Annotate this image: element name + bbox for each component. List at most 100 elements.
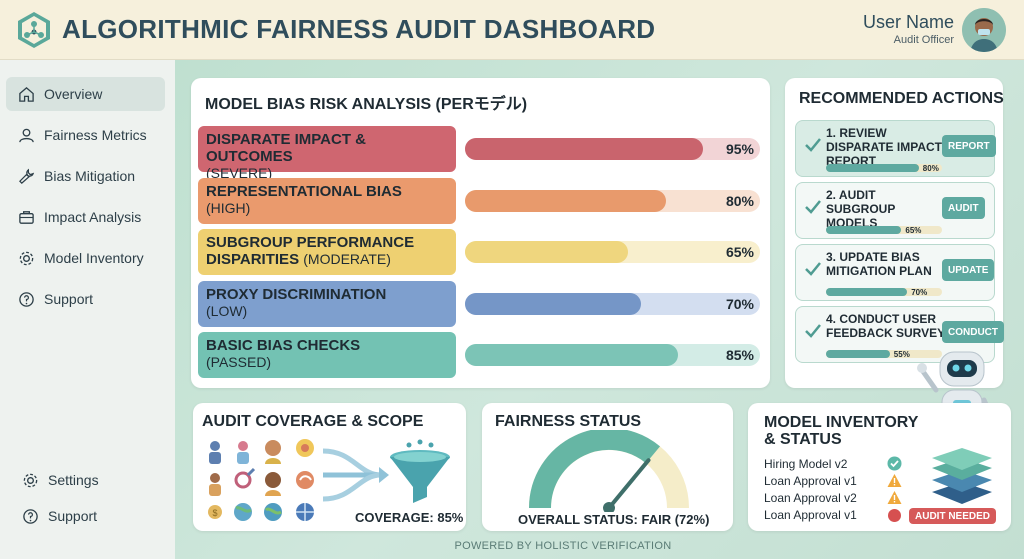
gauge-fill-arc — [529, 430, 661, 509]
risk-percent: 80% — [725, 193, 754, 209]
sidebar-item-support-bottom[interactable]: Support — [10, 499, 169, 533]
help-icon — [23, 508, 38, 524]
risk-bar-fill — [465, 293, 641, 315]
action-progress-percent: 70% — [911, 288, 928, 297]
update-button[interactable]: UPDATE — [942, 259, 995, 281]
risk-label: PROXY DISCRIMINATION (LOW) — [198, 281, 456, 327]
sidebar-item-label: Fairness Metrics — [44, 127, 147, 143]
inventory-item[interactable]: Hiring Model v2 — [764, 457, 848, 471]
sidebar-item-bias-mitigation[interactable]: Bias Mitigation — [6, 159, 165, 193]
risk-severity: (SEVERE) — [206, 165, 273, 181]
sidebar-item-impact-analysis[interactable]: Impact Analysis — [6, 200, 165, 234]
risk-bar-track: 65% — [465, 241, 760, 263]
fairness-status-value: OVERALL STATUS: FAIR (72%) — [518, 512, 710, 527]
fairness-status-title: FAIRNESS STATUS — [495, 413, 642, 430]
warning-icon — [887, 474, 902, 487]
action-progress-percent: 65% — [905, 226, 922, 235]
svg-text:$: $ — [212, 508, 217, 518]
action-text: 4. CONDUCT USER FEEDBACK SURVEY — [826, 312, 946, 340]
check-icon — [805, 324, 821, 338]
model-inventory-title-line1: MODEL INVENTORY — [764, 414, 919, 431]
risk-percent: 65% — [725, 244, 754, 260]
audit-button[interactable]: AUDIT — [942, 197, 985, 219]
check-icon — [805, 138, 821, 152]
risk-label-text: REPRESENTATIONAL BIAS — [206, 183, 402, 200]
user-avatar-icon — [962, 8, 1006, 52]
sidebar-item-label: Bias Mitigation — [44, 168, 136, 184]
warning-icon — [887, 491, 902, 504]
fairness-gauge — [529, 430, 689, 512]
sidebar-item-overview[interactable]: Overview — [6, 77, 165, 111]
risk-severity: (LOW) — [206, 303, 248, 319]
risk-severity: (MODERATE) — [303, 251, 391, 267]
action-item[interactable]: 2. AUDIT SUBGROUP MODELS AUDIT 65% — [795, 182, 995, 239]
risk-row[interactable]: SUBGROUP PERFORMANCE DISPARITIES (MODERA… — [198, 229, 762, 275]
risk-bar-track: 80% — [465, 190, 760, 212]
sidebar-item-label: Model Inventory — [44, 250, 144, 266]
risk-bar-fill — [465, 190, 666, 212]
action-progress-track — [826, 226, 942, 234]
sidebar-item-label: Support — [48, 508, 98, 524]
action-item[interactable]: 1. REVIEW DISPARATE IMPACT REPORT REPORT… — [795, 120, 996, 177]
risk-percent: 70% — [725, 296, 754, 312]
risk-row[interactable]: DISPARATE IMPACT & OUTCOMES (SEVERE) 95% — [198, 126, 762, 181]
funnel-icon — [323, 439, 450, 503]
risk-severity: (PASSED) — [206, 354, 272, 370]
sidebar-item-settings[interactable]: Settings — [10, 463, 169, 497]
wrench-icon — [19, 168, 35, 184]
audit-coverage-title: AUDIT COVERAGE & SCOPE — [202, 413, 424, 430]
coverage-value: COVERAGE: 85% — [355, 510, 464, 525]
footer-text: POWERED BY HOLISTIC VERIFICATION — [454, 540, 672, 552]
risk-percent: 95% — [725, 141, 754, 157]
sidebar-item-label: Overview — [44, 86, 103, 102]
sidebar — [0, 60, 175, 559]
check-icon — [805, 200, 821, 214]
inventory-item[interactable]: Loan Approval v1 — [764, 508, 857, 522]
action-progress-percent: 55% — [893, 350, 910, 359]
risk-row[interactable]: REPRESENTATIONAL BIAS (HIGH) 80% — [198, 178, 762, 224]
sidebar-item-fairness-metrics[interactable]: Fairness Metrics — [6, 118, 165, 152]
sidebar-item-label: Impact Analysis — [44, 209, 142, 225]
risk-label: BASIC BIAS CHECKS (PASSED) — [198, 332, 456, 378]
user-name[interactable]: User Name — [862, 12, 954, 32]
sidebar-item-support[interactable]: Support — [6, 282, 165, 316]
risk-bar-fill — [465, 241, 628, 263]
user-icon — [19, 128, 34, 142]
action-text: 3. UPDATE BIAS MITIGATION PLAN — [826, 250, 932, 278]
inventory-item[interactable]: Loan Approval v1 — [764, 474, 857, 488]
gear-icon — [23, 473, 38, 487]
model-inventory-title: MODEL INVENTORY & STATUS — [764, 414, 918, 448]
gauge-needle — [607, 458, 651, 510]
report-button[interactable]: REPORT — [942, 135, 996, 157]
conduct-button[interactable]: CONDUCT — [942, 321, 1004, 343]
risk-bar-track: 70% — [465, 293, 760, 315]
action-progress-track — [826, 164, 942, 172]
risk-row[interactable]: PROXY DISCRIMINATION (LOW) 70% — [198, 281, 762, 327]
action-progress-percent: 80% — [922, 164, 939, 173]
action-progress-fill — [826, 288, 908, 296]
audit-needed-badge[interactable]: AUDIT NEEDED — [909, 508, 997, 524]
sidebar-item-label: Settings — [48, 472, 99, 488]
app-title: ALGORITHMIC FAIRNESS AUDIT DASHBOARD — [62, 14, 656, 44]
status-ok-icon — [887, 456, 902, 471]
risk-bar-track: 95% — [465, 138, 760, 160]
alert-dot-icon — [888, 509, 901, 522]
risk-bar-fill — [465, 344, 679, 366]
demographic-groups-icon: $ — [208, 439, 314, 521]
avatar[interactable] — [962, 8, 1006, 52]
inventory-item[interactable]: Loan Approval v2 — [764, 491, 857, 505]
risk-label-text: BASIC BIAS CHECKS — [206, 337, 361, 354]
risk-bar-fill — [465, 138, 704, 160]
sidebar-item-model-inventory[interactable]: Model Inventory — [6, 241, 165, 275]
model-inventory-title-line2: & STATUS — [764, 431, 842, 448]
action-item[interactable]: 3. UPDATE BIAS MITIGATION PLAN UPDATE 70… — [795, 244, 995, 301]
recommended-actions-title: RECOMMENDED ACTIONS — [799, 90, 1004, 107]
risk-bar-track: 85% — [465, 344, 760, 366]
check-icon — [805, 262, 821, 276]
risk-label: DISPARATE IMPACT & OUTCOMES (SEVERE) — [198, 126, 456, 181]
header: ALGORITHMIC FAIRNESS AUDIT DASHBOARD Use… — [0, 0, 1024, 60]
help-icon — [19, 291, 34, 307]
model-layers-icon — [932, 448, 992, 504]
bias-risk-title: MODEL BIAS RISK ANALYSIS (PERモデル) — [205, 96, 528, 113]
risk-row[interactable]: BASIC BIAS CHECKS (PASSED) 85% — [198, 332, 762, 378]
